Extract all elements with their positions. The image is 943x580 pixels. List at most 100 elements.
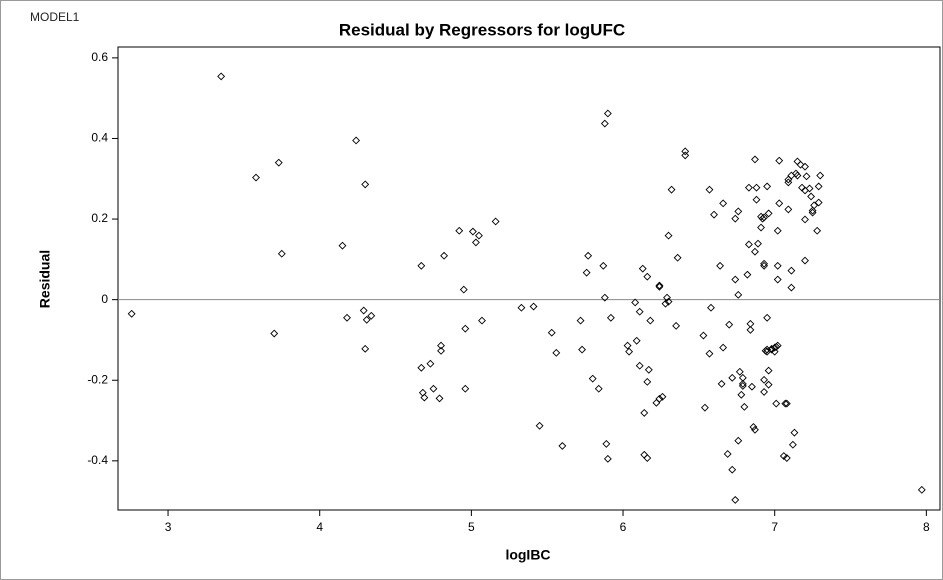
- point: [717, 379, 726, 388]
- point: [638, 264, 647, 273]
- point: [744, 240, 753, 249]
- point: [814, 182, 823, 191]
- point: [793, 171, 802, 180]
- point: [367, 311, 376, 320]
- point: [773, 261, 782, 270]
- point: [437, 341, 445, 350]
- point: [784, 205, 793, 214]
- x-tick-label: 5: [468, 520, 475, 534]
- point: [517, 303, 526, 312]
- point: [361, 344, 370, 353]
- point: [734, 207, 743, 216]
- point: [529, 302, 538, 311]
- point: [603, 454, 612, 463]
- point: [127, 309, 136, 318]
- point: [655, 282, 664, 291]
- point: [917, 485, 926, 494]
- point: [740, 402, 749, 411]
- point: [576, 316, 585, 325]
- point: [790, 428, 799, 437]
- point: [813, 226, 822, 235]
- point: [801, 162, 809, 171]
- point: [343, 313, 351, 322]
- point: [699, 331, 708, 340]
- x-axis-label: logIBC: [505, 547, 550, 563]
- point: [270, 329, 279, 338]
- point: [673, 253, 682, 262]
- point: [738, 381, 747, 390]
- point: [681, 151, 690, 160]
- point: [635, 361, 644, 370]
- point: [743, 270, 752, 279]
- y-tick-label: -0.2: [87, 372, 108, 386]
- point: [807, 192, 816, 201]
- point: [782, 399, 791, 408]
- point: [710, 210, 718, 219]
- point: [764, 209, 773, 218]
- point: [437, 346, 445, 355]
- point: [808, 206, 817, 215]
- point: [635, 307, 644, 316]
- point: [731, 214, 740, 223]
- point: [661, 299, 670, 308]
- point: [751, 425, 759, 434]
- point: [600, 293, 609, 302]
- point: [459, 285, 468, 294]
- y-axis-label: Residual: [37, 250, 53, 308]
- point: [426, 359, 435, 368]
- point: [535, 421, 544, 430]
- point: [603, 109, 612, 118]
- point: [578, 345, 587, 354]
- point: [773, 226, 782, 235]
- point: [782, 454, 791, 462]
- point: [734, 436, 743, 445]
- point: [582, 268, 591, 277]
- point: [760, 387, 769, 396]
- point: [359, 306, 368, 315]
- point: [735, 367, 744, 376]
- point: [461, 384, 470, 393]
- point: [667, 185, 676, 194]
- point: [643, 272, 652, 281]
- point: [455, 226, 464, 235]
- point: [643, 454, 652, 462]
- point: [764, 380, 773, 389]
- point: [719, 343, 728, 352]
- point: [338, 241, 347, 250]
- point: [461, 324, 470, 333]
- point: [478, 316, 486, 325]
- point: [547, 328, 556, 337]
- point: [748, 382, 756, 391]
- point: [725, 320, 734, 329]
- point: [719, 199, 728, 208]
- x-tick-label: 6: [620, 520, 627, 534]
- point: [663, 293, 671, 302]
- point: [491, 217, 500, 226]
- point: [644, 365, 653, 374]
- point: [625, 347, 634, 356]
- point: [723, 450, 732, 458]
- point: [810, 201, 819, 210]
- point: [779, 452, 788, 460]
- point: [734, 290, 743, 299]
- point: [600, 119, 609, 128]
- point: [770, 343, 779, 352]
- plot-frame: [117, 46, 941, 511]
- point: [763, 313, 772, 322]
- point: [801, 256, 809, 265]
- point: [664, 231, 673, 240]
- y-tick-label: 0.2: [91, 211, 108, 225]
- point: [728, 465, 737, 474]
- point: [764, 366, 773, 375]
- point: [655, 394, 664, 403]
- point: [429, 384, 438, 393]
- point: [814, 198, 823, 207]
- point: [658, 392, 667, 401]
- point: [352, 136, 361, 145]
- point: [754, 239, 762, 248]
- point: [471, 238, 480, 247]
- point: [599, 261, 608, 270]
- point: [435, 394, 444, 403]
